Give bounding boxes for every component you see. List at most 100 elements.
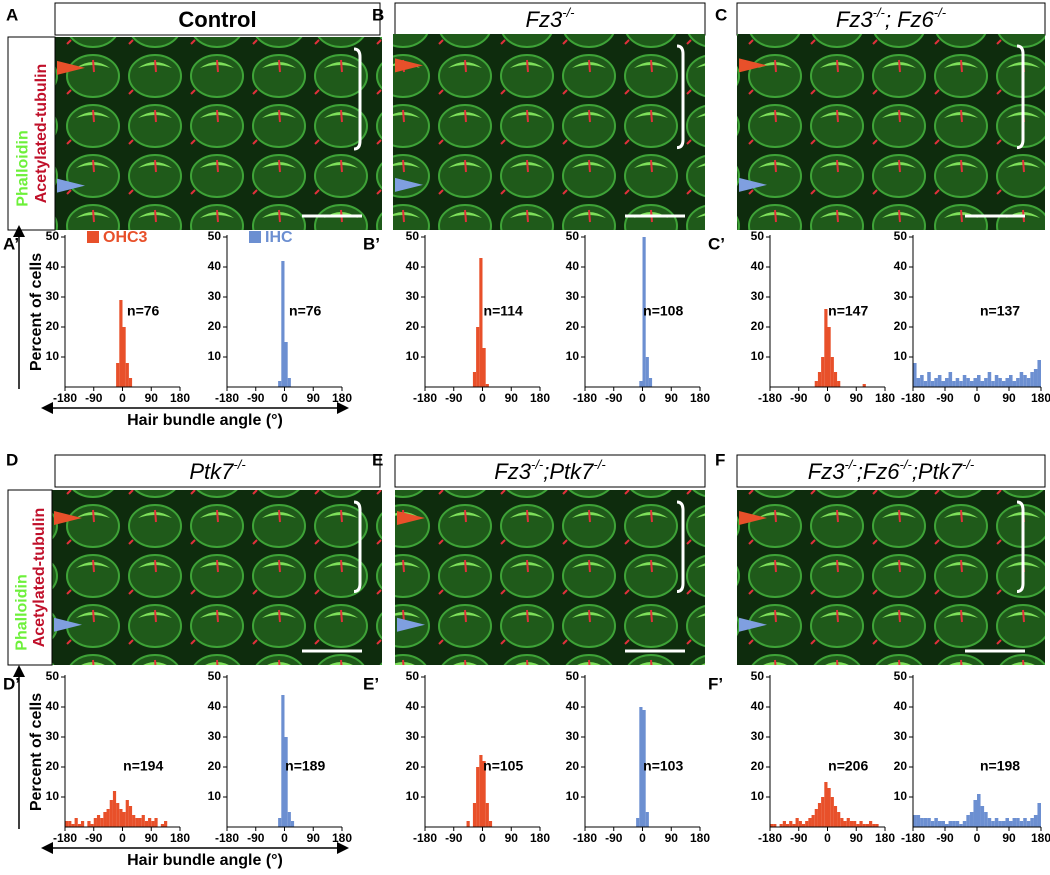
y-tick-label: 10 <box>751 789 765 803</box>
bar <box>980 381 985 387</box>
bar <box>164 821 168 827</box>
bar <box>80 821 85 827</box>
x-tick-label: -90 <box>936 831 954 845</box>
legend-swatch <box>249 231 261 243</box>
y-tick-label: 50 <box>566 669 580 683</box>
bar <box>90 824 94 827</box>
x-tick-label: 0 <box>974 391 981 405</box>
y-tick-label: 40 <box>894 259 908 273</box>
bar <box>472 372 477 387</box>
bar <box>472 803 477 827</box>
ohc3-arrowhead <box>739 58 767 73</box>
bar <box>977 375 981 387</box>
y-tick-label: 50 <box>566 229 580 243</box>
bar <box>837 381 841 387</box>
x-tick-label: -90 <box>85 831 103 845</box>
y-tick-label: 50 <box>406 229 420 243</box>
bar <box>785 824 790 827</box>
bar <box>77 824 81 827</box>
y-tick-label: 30 <box>566 289 580 303</box>
panel-label: E <box>372 450 383 469</box>
x-tick-label: 90 <box>665 391 679 405</box>
ihc-arrowhead <box>395 177 423 192</box>
x-tick-label: -180 <box>901 391 925 405</box>
bar <box>952 821 956 827</box>
bar <box>1023 375 1027 387</box>
sample-size: n=194 <box>123 758 163 774</box>
title-box <box>394 2 706 36</box>
y-tick-label: 50 <box>894 669 908 683</box>
x-tick-label: 180 <box>530 831 550 845</box>
bar <box>119 809 123 827</box>
bar <box>955 378 960 387</box>
bar <box>865 824 870 827</box>
y-tick-label: 50 <box>894 229 908 243</box>
y-tick-label: 20 <box>406 319 420 333</box>
bar <box>639 381 643 387</box>
bar <box>122 812 126 827</box>
title-part: -/- <box>531 457 544 472</box>
bar <box>1026 821 1031 827</box>
histogram: 10 20 30 40 50 -180 -90 0 90 180 n=76 A’ OHC3 Percent… <box>3 225 349 429</box>
bar <box>642 710 646 827</box>
panel-label: A <box>6 5 18 24</box>
bar <box>948 821 953 827</box>
panel-label: E’ <box>363 674 379 693</box>
title-box <box>736 2 1046 36</box>
bar <box>821 797 825 827</box>
y-tick-label: 20 <box>46 759 60 773</box>
bar <box>132 815 136 827</box>
bar <box>103 812 107 827</box>
x-tick-label: 90 <box>307 391 321 405</box>
title-part: -/- <box>562 5 575 20</box>
legend-label: OHC3 <box>103 229 148 246</box>
x-tick-label: -90 <box>85 391 103 405</box>
y-tick-label: 40 <box>751 259 765 273</box>
bar <box>872 824 876 827</box>
x-tick-label: -90 <box>247 831 265 845</box>
bar <box>959 381 963 387</box>
y-tick-label: 40 <box>566 259 580 273</box>
bar <box>65 821 69 827</box>
bar <box>160 824 165 827</box>
row-bracket <box>676 500 685 593</box>
bar <box>937 821 942 827</box>
x-tick-label: 0 <box>639 391 646 405</box>
panel-label: F’ <box>708 674 723 693</box>
panel-label: B’ <box>363 234 380 253</box>
bar <box>141 815 145 827</box>
bar <box>648 378 653 387</box>
title-part: Control <box>178 7 256 32</box>
x-tick-label: 90 <box>145 831 159 845</box>
y-tick-label: 40 <box>208 699 222 713</box>
histogram: 10 20 30 40 50 -180 -90 0 90 180 n=108 <box>566 229 711 405</box>
ihc-arrowhead <box>57 178 85 193</box>
x-tick-label: -180 <box>758 831 782 845</box>
bar <box>840 818 844 827</box>
panel-label: D’ <box>3 674 20 693</box>
bar <box>824 309 828 387</box>
x-tick-label: -180 <box>758 391 782 405</box>
x-tick-label: -90 <box>445 391 463 405</box>
bar <box>488 821 493 827</box>
y-tick-label: 50 <box>406 669 420 683</box>
title-box <box>394 454 706 488</box>
y-axis-label: Percent of cells <box>28 693 45 811</box>
bar <box>817 803 822 827</box>
bar <box>116 803 120 827</box>
y-tick-label: 50 <box>751 669 765 683</box>
bar <box>962 821 967 827</box>
histogram: 10 20 30 40 50 -180 -90 0 90 180 n=103 <box>566 669 711 845</box>
bar <box>808 818 812 827</box>
bar <box>125 800 129 827</box>
bar <box>135 818 139 827</box>
bar <box>814 809 818 827</box>
bar <box>1023 818 1027 827</box>
x-tick-label: 0 <box>639 831 646 845</box>
y-tick-label: 20 <box>208 319 222 333</box>
stain-label: Acetylated-tubulin <box>33 64 50 204</box>
y-tick-label: 20 <box>894 319 908 333</box>
y-tick-label: 20 <box>751 759 765 773</box>
y-tick-label: 30 <box>751 729 765 743</box>
